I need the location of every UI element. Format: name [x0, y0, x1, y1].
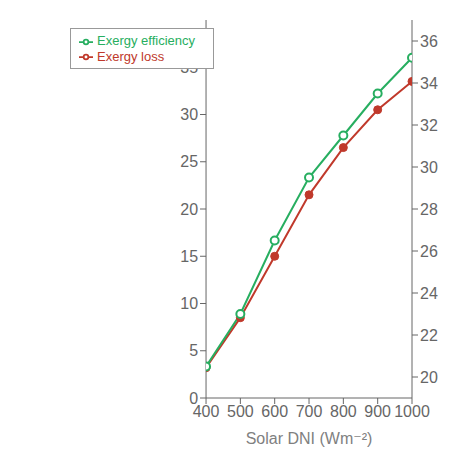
svg-text:900: 900 — [364, 403, 391, 420]
svg-text:10: 10 — [180, 295, 198, 312]
svg-text:700: 700 — [296, 403, 323, 420]
svg-text:36: 36 — [420, 33, 438, 50]
svg-text:30: 30 — [180, 106, 198, 123]
svg-text:34: 34 — [420, 75, 438, 92]
svg-text:26: 26 — [420, 243, 438, 260]
svg-text:0: 0 — [189, 390, 198, 407]
svg-text:30: 30 — [420, 159, 438, 176]
svg-text:24: 24 — [420, 285, 438, 302]
svg-text:600: 600 — [261, 403, 288, 420]
svg-text:20: 20 — [420, 369, 438, 386]
svg-text:400: 400 — [192, 403, 220, 421]
svg-text:35: 35 — [180, 59, 198, 76]
html-text:Exergy efficiency: Exergy efficiency — [97, 33, 195, 48]
svg-text:32: 32 — [420, 117, 438, 134]
svg-text:15: 15 — [180, 248, 198, 265]
html-text:Exergy loss: Exergy loss — [97, 48, 165, 64]
svg-text:500: 500 — [227, 403, 254, 420]
svg-text:25: 25 — [180, 153, 198, 170]
svg-text:28: 28 — [420, 201, 438, 218]
svg-text:Solar DNI (Wm⁻²): Solar DNI (Wm⁻²) — [246, 430, 373, 447]
svg-text:1000: 1000 — [394, 403, 430, 420]
svg-text:5: 5 — [189, 342, 198, 359]
svg-text:20: 20 — [180, 201, 198, 218]
svg-text:800: 800 — [330, 403, 357, 420]
svg-text:22: 22 — [420, 327, 438, 344]
